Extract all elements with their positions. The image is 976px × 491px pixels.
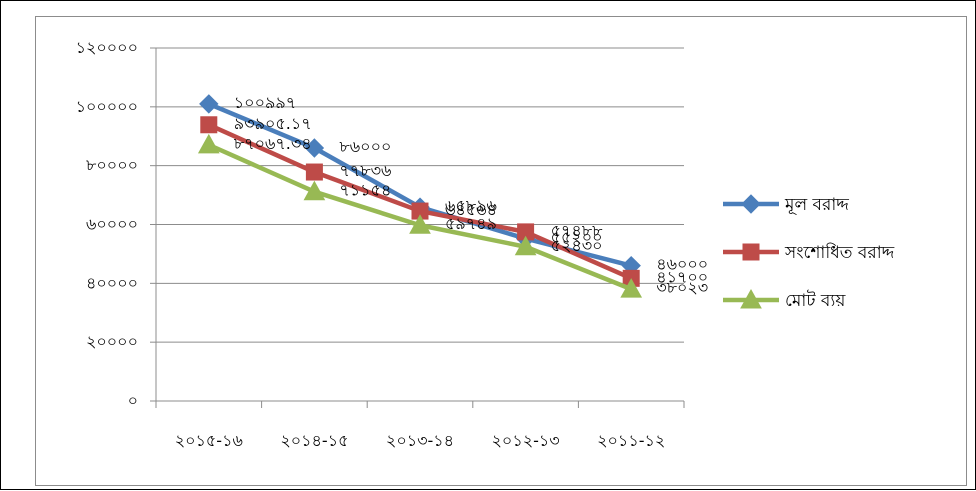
data-label: ৩৮০২৩ (656, 278, 708, 297)
data-label: ৫৫২০০ (551, 228, 603, 247)
data-point-marker (409, 214, 431, 234)
x-tick-label: ২০১৩-১৪ (386, 431, 454, 450)
chart-area (35, 16, 967, 486)
data-point-marker (304, 138, 325, 158)
legend-marker (740, 288, 762, 309)
data-label: ৬৫৮৯৬ (445, 196, 497, 215)
y-tick-label: ১০০০০০ (76, 97, 138, 116)
data-label: ৫৭৪৮৮ (551, 221, 604, 240)
y-tick-label: ১২০০০০ (76, 38, 138, 57)
data-label: ৪৬০০০ (656, 255, 708, 274)
legend-marker (742, 243, 760, 261)
data-point-marker (303, 180, 326, 201)
data-label: ৮৬০০০ (339, 137, 391, 156)
x-tick-label: ২০১১-১২ (597, 431, 665, 450)
y-tick-label: ০ (128, 391, 138, 410)
data-label: ৫৯৭৪৯ (445, 214, 497, 233)
y-tick-label: ৮০০০০ (86, 156, 138, 175)
data-label: ৫২৪৩০ (551, 236, 603, 255)
data-label: ৭১১৫৪ (339, 181, 391, 200)
data-label: ৯৩৯০৫.১৭ (234, 114, 312, 133)
x-tick-label: ২০১২-১৩ (492, 431, 560, 450)
x-tick-label: ২০১৫-১৬ (175, 431, 243, 450)
data-label: ১০০৯৯৭ (234, 93, 296, 112)
y-tick-label: ২০০০০ (86, 332, 138, 351)
legend-entry: মোট ব্যয় (785, 290, 846, 311)
y-tick-label: ৪০০০০ (86, 273, 138, 292)
y-tick-label: ৬০০০০ (86, 215, 138, 234)
legend-entry: মূল বরাদ্দ (784, 195, 849, 215)
legend-entry: সংশোধিত বরাদ্দ (784, 242, 895, 263)
data-label: ৬৪৫৬৪ (445, 200, 497, 219)
data-label: ৮৭০৬৭.৩৪ (234, 134, 312, 153)
legend-marker (741, 194, 761, 214)
data-label: ৪১৭০০ (656, 267, 708, 286)
data-point-marker (197, 133, 220, 154)
data-point-marker (305, 163, 323, 181)
data-point-marker (514, 235, 537, 256)
data-label: ৭৭৮৩৬ (339, 161, 391, 180)
x-tick-label: ২০১৪-১৫ (280, 431, 348, 450)
data-point-marker (200, 116, 218, 134)
data-point-marker (620, 278, 643, 298)
data-point-marker (199, 94, 219, 114)
